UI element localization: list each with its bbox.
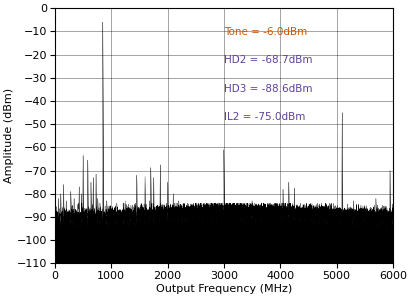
X-axis label: Output Frequency (MHz): Output Frequency (MHz) [156, 284, 292, 294]
Text: IL2 = -75.0dBm: IL2 = -75.0dBm [224, 112, 305, 122]
Text: HD3 = -88.6dBm: HD3 = -88.6dBm [224, 83, 312, 94]
Y-axis label: Amplitude (dBm): Amplitude (dBm) [4, 88, 14, 183]
Text: Tone = -6.0dBm: Tone = -6.0dBm [224, 27, 307, 38]
Text: HD2 = -68.7dBm: HD2 = -68.7dBm [224, 55, 312, 66]
